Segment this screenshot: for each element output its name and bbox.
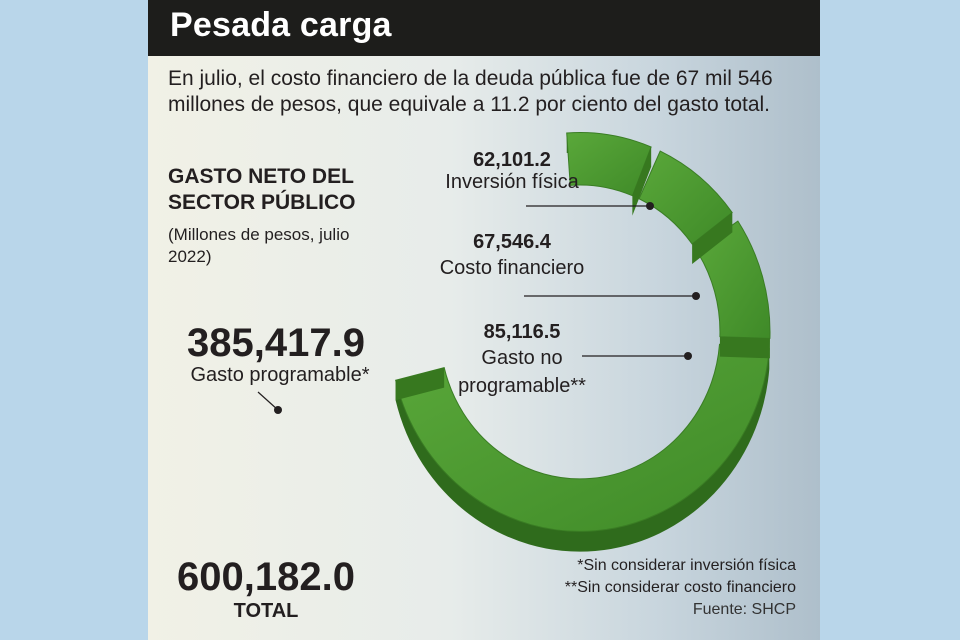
leader-dot [646, 202, 654, 210]
leader-dot [684, 352, 692, 360]
infographic-panel: Pesada carga En julio, el costo financie… [148, 0, 820, 640]
slices-group [395, 132, 771, 552]
slice-top [395, 343, 770, 532]
footnote-2: **Sin considerar costo financiero [565, 579, 796, 596]
chart-subtitle: (Millones de pesos, julio 2022) [168, 225, 350, 266]
arc-chart: 62,101.2 Inversión física 67,546.4 Costo… [177, 132, 796, 622]
inversion-label: Inversión física [445, 171, 579, 193]
inversion-value: 62,101.2 [473, 149, 551, 171]
leader-lines [257, 202, 700, 414]
slice-edge [632, 146, 652, 216]
prog-label: Gasto programable* [191, 364, 370, 386]
no-prog-label-1: Gasto no [481, 347, 562, 369]
slice-edge [692, 212, 733, 264]
leader-dot [692, 292, 700, 300]
leader-dot [274, 406, 282, 414]
total-label: TOTAL [234, 600, 299, 622]
no-prog-label-2: programable** [458, 375, 586, 397]
no-prog-value: 85,116.5 [484, 321, 561, 343]
total-value: 600,182.0 [177, 555, 355, 599]
page-title: Pesada carga [170, 6, 392, 44]
slice-edge [719, 336, 770, 359]
leader-line [257, 391, 279, 411]
slice-edge [395, 367, 445, 401]
costo-value: 67,546.4 [473, 231, 552, 253]
slice-3 [638, 150, 733, 264]
slice-1 [395, 343, 770, 552]
source-note: Fuente: SHCP [693, 601, 796, 618]
slice-top [566, 132, 652, 197]
footnote-1: *Sin considerar inversión física [577, 557, 796, 574]
title-bar: Pesada carga [148, 0, 820, 56]
chart-title: GASTO NETO DEL SECTOR PÚBLICO [168, 165, 356, 214]
intro-text: En julio, el costo financiero de la deud… [168, 67, 773, 116]
slice-2 [695, 220, 771, 359]
slice-4 [566, 132, 652, 216]
slice-top [638, 150, 733, 245]
prog-value: 385,417.9 [187, 321, 365, 365]
costo-label: Costo financiero [440, 257, 585, 279]
